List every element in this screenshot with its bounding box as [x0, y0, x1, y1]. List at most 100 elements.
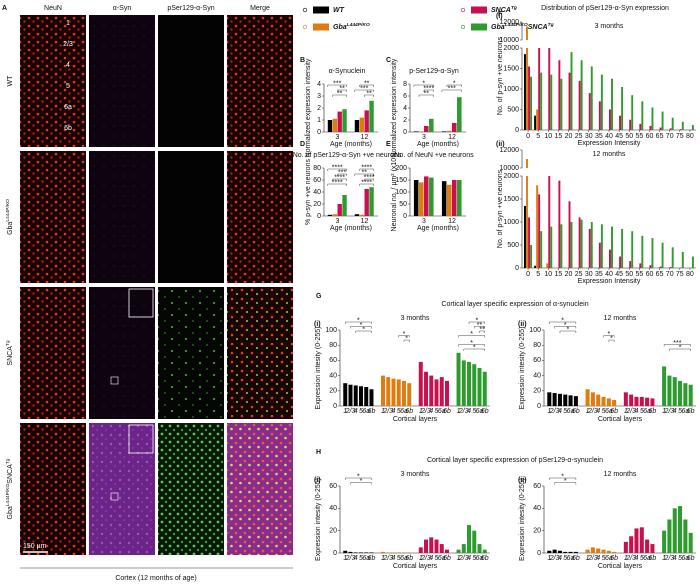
significance-bracket	[345, 321, 372, 324]
roi-box	[110, 492, 119, 501]
bar	[578, 80, 581, 130]
section-title: Cortical layer specific expression of pS…	[427, 457, 603, 464]
bar	[641, 101, 644, 130]
x-tick-label: 2/3	[587, 408, 598, 415]
significance-bracket	[468, 321, 485, 324]
bar	[650, 544, 655, 553]
legend-label-part: Gba	[491, 24, 505, 31]
layer-label: 1	[66, 20, 70, 27]
y-tick-label: 80	[313, 165, 321, 172]
bar	[629, 119, 632, 130]
x-tick-label: 65	[656, 133, 664, 140]
y-tick-label: 4	[317, 81, 321, 88]
significance-label: *	[564, 322, 567, 329]
bar	[645, 539, 650, 553]
legend-swatch	[471, 23, 487, 31]
significance-label: **	[364, 80, 370, 87]
bar	[672, 377, 677, 406]
chart-subtitle: 12 months	[593, 151, 626, 158]
bar	[457, 97, 462, 132]
x-tick-label: 0	[526, 271, 530, 278]
x-tick-label: 4	[354, 408, 358, 415]
x-tick-label: 4	[392, 408, 396, 415]
bar	[678, 506, 683, 553]
x-tick-label: 5	[640, 555, 644, 562]
x-tick-label: 1	[662, 555, 666, 562]
bar	[536, 185, 539, 268]
legend-swatch	[471, 6, 487, 14]
x-tick-label: 5	[536, 133, 540, 140]
row-label: GbaL444P/KOSNCATg	[5, 458, 14, 519]
bar	[570, 52, 573, 130]
x-tick-label: 6a	[681, 555, 689, 562]
bar	[596, 394, 601, 406]
bar	[661, 242, 664, 268]
x-tick-label: 40	[605, 271, 613, 278]
legend-label-part: WT	[333, 7, 345, 14]
bar	[472, 530, 477, 553]
x-axis-label: Age (months)	[417, 225, 459, 232]
x-tick-label: 4	[467, 408, 471, 415]
row-label: SNCATg	[5, 340, 14, 365]
x-tick-label: 2/3	[420, 555, 431, 562]
significance-label: *	[473, 344, 476, 351]
bar	[452, 180, 457, 216]
bar	[629, 536, 634, 553]
y-axis-label: No. of p-syn +ve neurons	[497, 36, 504, 115]
x-tick-label: 4	[429, 408, 433, 415]
significance-label: *	[453, 80, 456, 87]
x-tick-label: 6b	[368, 555, 376, 562]
significance-label: ****	[361, 164, 372, 171]
significance-bracket	[327, 168, 347, 171]
roi-box	[110, 376, 119, 385]
bar	[619, 115, 622, 130]
legend-label-part: Tg	[548, 22, 554, 28]
bar	[688, 384, 693, 406]
significance-label: *	[564, 478, 567, 485]
micrograph	[158, 423, 224, 555]
bar	[418, 547, 423, 553]
bar	[651, 238, 654, 268]
significance-bracket	[364, 178, 374, 181]
section-title: Cortical layer specific expression of α-…	[441, 301, 588, 308]
significance-label: **	[424, 90, 430, 97]
chart-title: No. of pSer129-α-Syn +ve neurons	[293, 152, 402, 159]
x-tick-label: 5	[640, 408, 644, 415]
significance-bracket	[663, 344, 691, 347]
bar	[619, 256, 622, 268]
significance-label: *	[679, 344, 682, 351]
micrograph	[89, 15, 155, 147]
bar	[598, 101, 601, 130]
significance-bracket	[364, 94, 374, 97]
bar	[429, 375, 434, 406]
panel-label: A	[2, 5, 7, 12]
bar	[407, 383, 412, 406]
y-tick-label: 0	[333, 550, 337, 557]
y-tick-label: 1000	[503, 86, 519, 93]
x-tick-label: 50	[625, 133, 633, 140]
bar	[413, 131, 419, 132]
legend-symbol	[460, 24, 466, 30]
y-tick-label: 100	[395, 189, 407, 196]
significance-bracket	[327, 84, 347, 87]
bar	[358, 386, 363, 406]
x-tick-label: 5	[397, 408, 401, 415]
significance-label: ***	[338, 169, 346, 176]
x-tick-label: 12	[361, 134, 369, 141]
y-tick-label: 150	[395, 177, 407, 184]
x-tick-label: 12	[361, 218, 369, 225]
x-tick-label: 5	[536, 271, 540, 278]
bar	[669, 267, 672, 268]
bar	[641, 235, 644, 268]
sub-panel-label: (ii)	[518, 477, 527, 484]
bar	[446, 184, 452, 216]
x-tick-label: 45	[615, 271, 623, 278]
significance-bracket	[359, 84, 374, 87]
panel-label: G	[316, 293, 322, 300]
x-tick-label: 3	[336, 218, 340, 225]
y-tick-label: 80	[329, 342, 337, 349]
bar	[548, 176, 551, 268]
x-tick-label: 1	[457, 408, 461, 415]
bar	[612, 551, 617, 553]
x-tick-label: 4	[635, 555, 639, 562]
